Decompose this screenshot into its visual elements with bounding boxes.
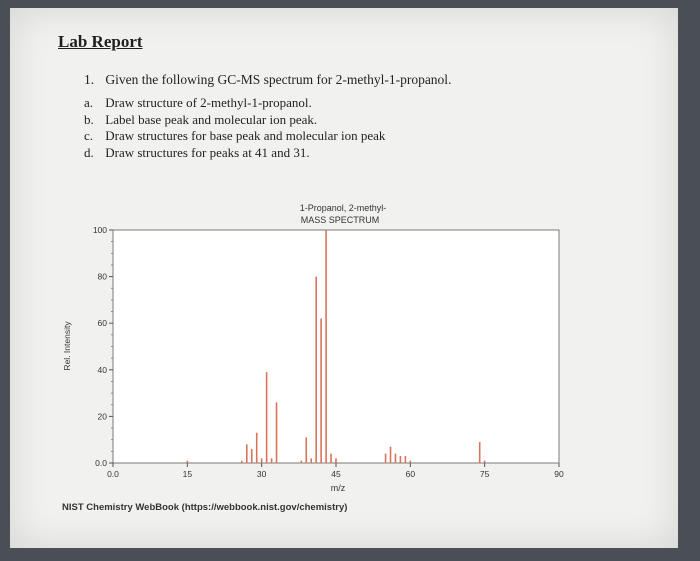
subquestion-c: c. Draw structures for base peak and mol… — [84, 128, 385, 145]
subquestion-text: Label base peak and molecular ion peak. — [105, 111, 318, 127]
x-tick-label: 15 — [183, 469, 193, 479]
subquestion-letter: a. — [84, 95, 94, 110]
subquestion-text: Draw structures for peaks at 41 and 31. — [105, 144, 310, 160]
subquestion-list: a. Draw structure of 2-methyl-1-propanol… — [84, 95, 385, 161]
question-1: 1. Given the following GC-MS spectrum fo… — [84, 72, 451, 88]
x-axis-label: m/z — [331, 483, 346, 493]
y-tick-label: 20 — [98, 411, 108, 421]
y-axis-label: Rel. Intensity — [62, 321, 72, 371]
chart-title: 1-Propanol, 2-methyl- — [300, 203, 387, 213]
spectrum-peaks — [186, 230, 486, 463]
x-tick-label: 0.0 — [107, 469, 119, 479]
subquestion-d: d. Draw structures for peaks at 41 and 3… — [84, 145, 385, 162]
source-citation: NIST Chemistry WebBook (https://webbook.… — [62, 502, 348, 513]
subquestion-letter: c. — [84, 128, 94, 143]
y-tick-label: 80 — [98, 272, 108, 282]
x-tick-label: 30 — [257, 469, 267, 479]
subquestion-a: a. Draw structure of 2-methyl-1-propanol… — [84, 95, 385, 112]
subquestion-text: Draw structure of 2-methyl-1-propanol. — [105, 95, 312, 110]
subquestion-b: b. Label base peak and molecular ion pea… — [84, 112, 385, 129]
x-tick-label: 75 — [480, 469, 490, 479]
x-tick-label: 60 — [406, 469, 416, 479]
y-tick-label: 0.0 — [95, 458, 107, 468]
y-axis: 0.0 20 40 60 80 100 — [93, 225, 113, 468]
x-axis: 0.0 15 30 45 60 75 90 — [107, 463, 564, 479]
x-tick-label: 45 — [331, 469, 341, 479]
chart-subtitle: MASS SPECTRUM — [301, 215, 380, 225]
question-text: Given the following GC-MS spectrum for 2… — [105, 72, 452, 87]
plot-area — [112, 229, 560, 464]
y-tick-label: 40 — [98, 365, 108, 375]
y-tick-label: 60 — [98, 318, 108, 328]
page-title: Lab Report — [58, 32, 143, 51]
subquestion-text: Draw structures for base peak and molecu… — [105, 128, 386, 143]
subquestion-letter: b. — [84, 111, 94, 127]
subquestion-letter: d. — [84, 144, 94, 160]
question-number: 1. — [84, 72, 95, 87]
x-tick-label: 90 — [554, 469, 564, 479]
y-tick-label: 100 — [93, 225, 107, 235]
